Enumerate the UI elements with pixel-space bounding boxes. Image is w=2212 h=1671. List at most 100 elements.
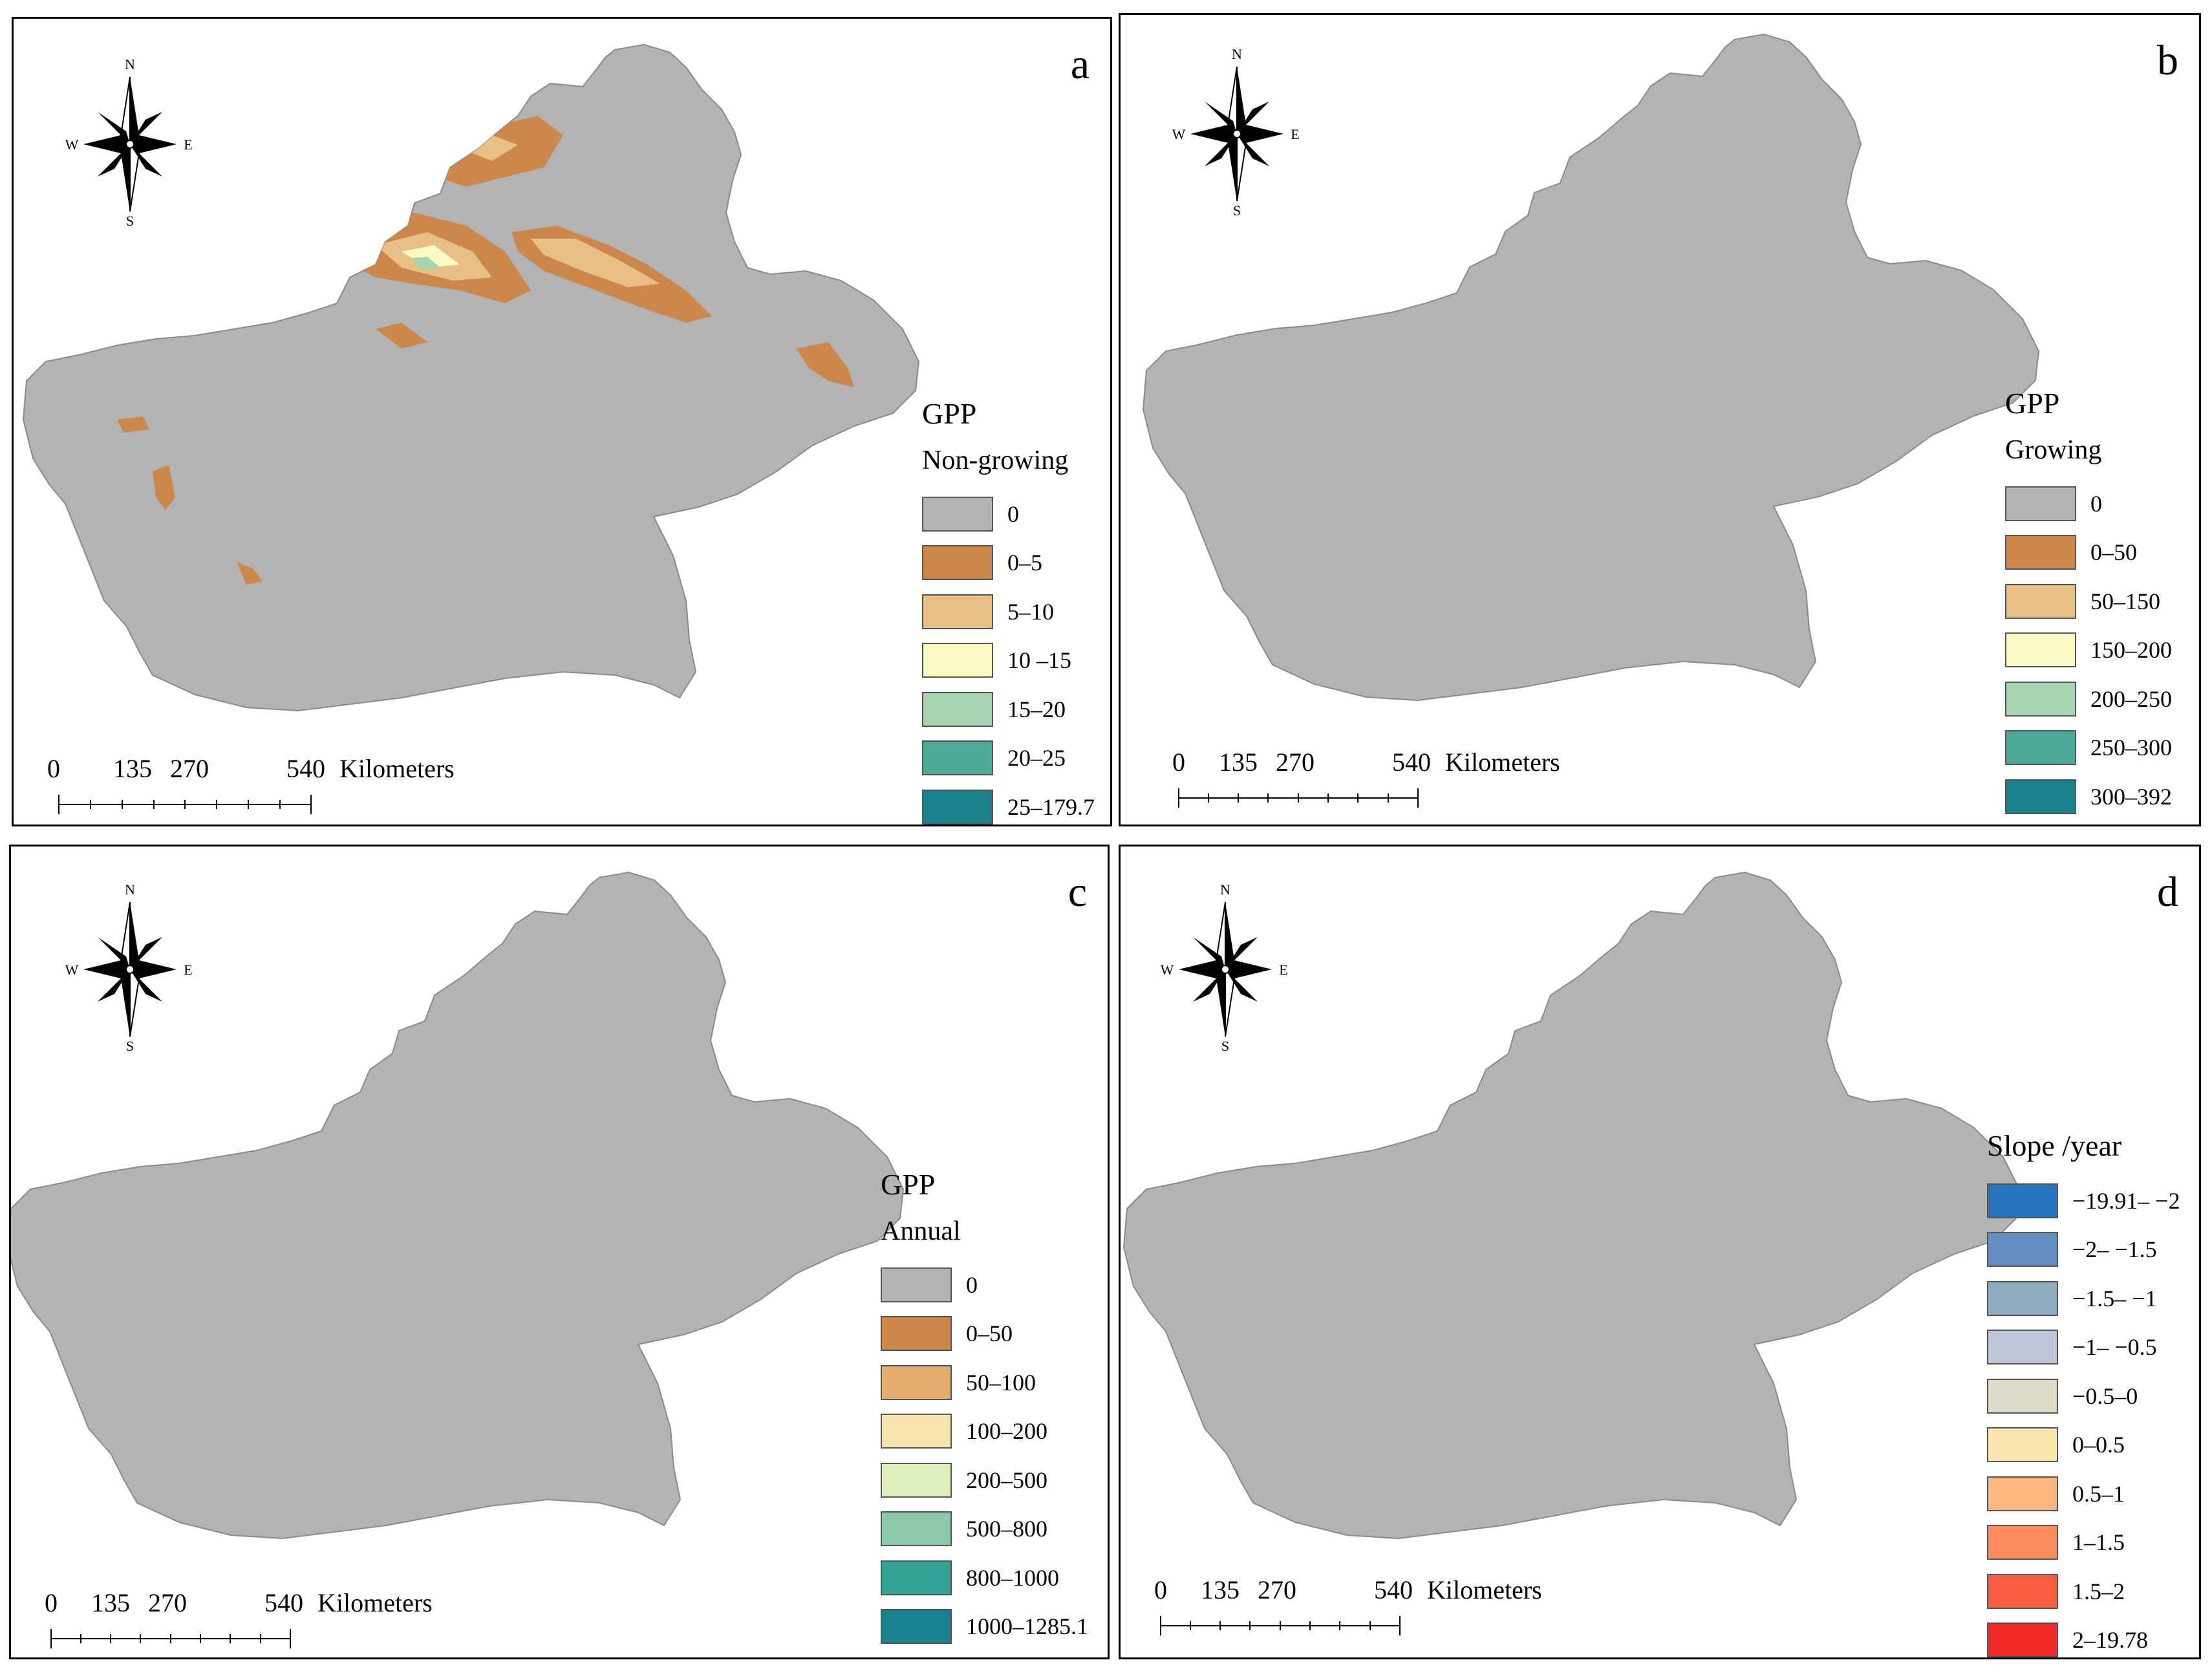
legend-label: 200–250 bbox=[2090, 685, 2172, 712]
legend-swatch bbox=[881, 1511, 952, 1547]
scale-bar: 0 135 270 540 Kilometers bbox=[1172, 748, 1560, 821]
compass-icon: N S W E bbox=[65, 881, 193, 1051]
legend-item: 300–392 bbox=[2005, 772, 2172, 821]
compass-south: S bbox=[126, 1038, 134, 1051]
compass-east: E bbox=[184, 962, 192, 978]
legend-items: 0 0–50 50–150 150–200 200–250 250–300 300–392 bbox=[2005, 479, 2172, 821]
scale-tick-540: 540 bbox=[1392, 748, 1431, 777]
legend-swatch bbox=[881, 1609, 952, 1644]
scale-unit: Kilometers bbox=[317, 1588, 433, 1617]
legend-swatch bbox=[922, 740, 993, 776]
compass-north: N bbox=[125, 881, 135, 898]
legend-swatch bbox=[881, 1414, 952, 1449]
compass-south: S bbox=[1221, 1038, 1229, 1051]
legend-swatch bbox=[881, 1462, 952, 1498]
legend-swatch bbox=[2005, 779, 2076, 814]
legend-label: 800–1000 bbox=[966, 1564, 1059, 1591]
legend-label: −1.5– −1 bbox=[2072, 1285, 2157, 1311]
scale-unit: Kilometers bbox=[1445, 748, 1560, 777]
legend-swatch bbox=[2005, 632, 2076, 668]
legend-subtitle: Annual bbox=[881, 1216, 961, 1246]
legend-subtitle: Non-growing bbox=[922, 446, 1069, 475]
scale-unit: Kilometers bbox=[1427, 1575, 1542, 1604]
legend-item: 2–19.78 bbox=[1987, 1616, 2180, 1657]
legend-title: GPP bbox=[881, 1168, 936, 1201]
legend-label: 1.5–2 bbox=[2072, 1578, 2125, 1604]
legend-label: 50–150 bbox=[2090, 588, 2160, 614]
legend-item: −2– −1.5 bbox=[1987, 1225, 2180, 1275]
legend-label: 100–200 bbox=[966, 1418, 1047, 1445]
scale-tick-540: 540 bbox=[264, 1588, 303, 1617]
legend-label: 0–0.5 bbox=[2072, 1432, 2125, 1458]
legend-swatch bbox=[1987, 1232, 2058, 1267]
panel-letter: a bbox=[1070, 41, 1090, 88]
legend-item: 5–10 bbox=[922, 587, 1095, 636]
legend-swatch bbox=[1987, 1330, 2058, 1365]
panel-letter: d bbox=[2157, 868, 2178, 916]
compass-west: W bbox=[65, 962, 79, 978]
legend-item: 10 –15 bbox=[922, 636, 1095, 685]
map-panel-d: N S W E d Slope /year −19.91– −2 −2– −1.5… bbox=[1119, 845, 2201, 1659]
legend: Slope /year −19.91– −2 −2– −1.5 −1.5– −1 −1… bbox=[1987, 1131, 2180, 1657]
legend-label: 20–25 bbox=[1007, 745, 1066, 771]
legend-label: 300–392 bbox=[2090, 783, 2172, 810]
legend-item: 0–50 bbox=[881, 1310, 1088, 1359]
legend-label: 2–19.78 bbox=[2072, 1627, 2148, 1654]
scale-tick-0: 0 bbox=[1172, 748, 1185, 777]
compass-north: N bbox=[125, 56, 135, 72]
legend-label: 1–1.5 bbox=[2072, 1529, 2125, 1556]
legend-label: 0–5 bbox=[1007, 550, 1042, 576]
compass-east: E bbox=[1279, 962, 1287, 978]
scale-ruler bbox=[1160, 1616, 1401, 1635]
legend-label: 200–500 bbox=[966, 1467, 1047, 1493]
legend-subtitle: Growing bbox=[2005, 435, 2102, 465]
legend-item: −19.91– −2 bbox=[1987, 1176, 2180, 1225]
scale-tick-0: 0 bbox=[1154, 1575, 1167, 1604]
scale-ruler bbox=[50, 1629, 291, 1648]
legend-swatch bbox=[881, 1364, 952, 1400]
compass-rose: N S W E bbox=[1172, 41, 1302, 215]
legend-item: 200–250 bbox=[2005, 674, 2172, 724]
legend-item: 0–50 bbox=[2005, 528, 2172, 577]
map-panel-a: N S W E a GPP Non-growing 0 0–5 5–10 10 –15… bbox=[12, 17, 1112, 826]
legend-swatch bbox=[1987, 1378, 2058, 1414]
legend-item: 1.5–2 bbox=[1987, 1567, 2180, 1616]
legend-item: 250–300 bbox=[2005, 724, 2172, 773]
legend-item: −1.5– −1 bbox=[1987, 1274, 2180, 1323]
legend-swatch bbox=[1987, 1280, 2058, 1316]
legend-swatch bbox=[2005, 535, 2076, 570]
legend-label: 15–20 bbox=[1007, 696, 1066, 722]
scale-tick-270: 270 bbox=[148, 1588, 187, 1617]
compass-west: W bbox=[1172, 126, 1186, 142]
panel-letter: c bbox=[1068, 868, 1087, 916]
scale-tick-540: 540 bbox=[286, 754, 325, 783]
compass-icon: N S W E bbox=[65, 56, 193, 226]
legend-label: 0 bbox=[2090, 490, 2102, 517]
legend-title: GPP bbox=[2005, 387, 2060, 420]
legend-swatch bbox=[881, 1560, 952, 1595]
compass-rose: N S W E bbox=[65, 876, 195, 1051]
scale-bar: 0 135 270 540 Kilometers bbox=[45, 1588, 433, 1657]
scale-bar: 0 135 270 540 Kilometers bbox=[47, 754, 455, 825]
legend-item: −1– −0.5 bbox=[1987, 1323, 2180, 1372]
legend-label: 0–50 bbox=[966, 1321, 1013, 1347]
map-graphic bbox=[11, 872, 904, 1539]
compass-east: E bbox=[1291, 126, 1299, 142]
map-panel-b: N S W E b GPP Growing 0 0–50 50–150 150–200… bbox=[1119, 13, 2201, 826]
legend-item: 0–0.5 bbox=[1987, 1421, 2180, 1470]
legend-label: 250–300 bbox=[2090, 735, 2172, 761]
map-panel-c: N S W E c GPP Annual 0 0–50 50–100 100–200 2… bbox=[9, 845, 1110, 1659]
legend: GPP Annual 0 0–50 50–100 100–200 200–500 500–… bbox=[881, 1170, 1088, 1651]
scale-tick-135: 135 bbox=[1201, 1575, 1240, 1604]
legend-swatch bbox=[922, 496, 993, 532]
panel-letter: b bbox=[2157, 37, 2178, 84]
legend-label: 10 –15 bbox=[1007, 647, 1071, 674]
compass-north: N bbox=[1232, 46, 1242, 62]
scale-tick-0: 0 bbox=[47, 754, 60, 783]
legend-label: −0.5–0 bbox=[2072, 1383, 2138, 1409]
legend-label: 500–800 bbox=[966, 1516, 1047, 1542]
compass-south: S bbox=[1233, 202, 1241, 215]
legend-swatch bbox=[2005, 730, 2076, 766]
scale-ruler bbox=[1178, 788, 1419, 808]
compass-rose: N S W E bbox=[65, 51, 195, 226]
